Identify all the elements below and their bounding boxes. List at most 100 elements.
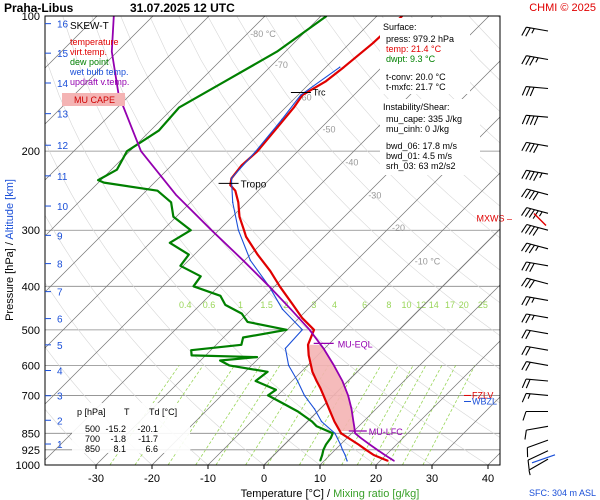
dry-adiabat [45, 408, 97, 465]
series-updraft-v-temp-point [111, 50, 113, 53]
wind-barb-full [521, 170, 527, 179]
series-wet-bulb-temp-point [344, 454, 346, 456]
series-temperature-point [315, 380, 318, 382]
legend-title: SKEW-T [70, 21, 109, 32]
series-wet-bulb-temp-point [232, 201, 234, 203]
level-table-cell: 700 [85, 434, 100, 444]
series-wet-bulb-temp-point [255, 150, 257, 152]
series-dew-point-point [190, 354, 193, 357]
series-updraft-v-temp-point [354, 432, 356, 434]
isotherm-line [45, 16, 266, 237]
series-wet-bulb-temp-point [281, 118, 283, 121]
series-wet-bulb-temp-point [320, 420, 323, 423]
series-wet-bulb-temp-point [346, 460, 348, 462]
series-updraft-v-temp-point [210, 229, 213, 231]
series-dew-point-point [332, 432, 334, 434]
altitude-tick-label: 12 [57, 141, 69, 152]
series-dew-point-point [319, 460, 321, 462]
level-table-bg [72, 403, 190, 453]
series-dew-point-point [200, 275, 202, 277]
wind-barb-full [521, 277, 528, 287]
wind-barb-full [525, 142, 531, 152]
series-dew-point-point [219, 359, 221, 362]
altitude-tick-label: 13 [57, 110, 69, 121]
chart-data-layer [96, 16, 403, 462]
isotherm-line [45, 16, 434, 405]
isotherm-label: -30 [368, 191, 381, 201]
isotherm-label: -80 °C [250, 29, 276, 39]
series-updraft-v-temp-point [333, 364, 335, 367]
series-dew-point-point [256, 356, 258, 358]
temperature-tick-label: -10 [200, 473, 216, 485]
series-dew-point-point [321, 454, 323, 456]
level-tropo-label: Tropo [241, 179, 267, 190]
series-updraft-v-temp-point [175, 194, 177, 196]
series-dew-point-point [282, 402, 285, 405]
dry-adiabat [45, 140, 321, 465]
dry-adiabat [527, 16, 600, 465]
wind-barb-staff [527, 450, 549, 461]
isotherm-label: -50 [323, 124, 336, 134]
altitude-tick-label: 7 [57, 288, 63, 299]
wind-barb-full [521, 261, 527, 271]
mixing-ratio-label: 0.4 [179, 300, 192, 310]
series-wet-bulb-temp-point [249, 259, 251, 261]
pressure-tick-label: 850 [22, 428, 40, 440]
series-updraft-v-temp-point [290, 308, 292, 310]
wind-barb-full [521, 296, 527, 306]
series-updraft-v-temp-point [384, 454, 386, 456]
series-updraft-v-temp-point [242, 259, 244, 261]
series-dew-point-line [96, 16, 334, 462]
series-dew-point-point [311, 420, 313, 423]
series-dew-point-point [325, 443, 327, 446]
mixing-ratio-label: 1.5 [260, 300, 273, 310]
series-dew-point-point [178, 106, 180, 109]
series-wet-bulb-temp-point [339, 66, 341, 68]
temperature-tick-label: 10 [314, 473, 326, 485]
series-dew-point-point [285, 329, 288, 331]
level-table-header: p [hPa] [77, 407, 106, 417]
surface-title: Surface: [383, 22, 417, 32]
x-axis-label-temperature: Temperature [°C] [241, 488, 327, 500]
surface-wind-marker [531, 454, 556, 464]
temperature-tick-label: 30 [426, 473, 438, 485]
pressure-tick-label: 300 [22, 225, 40, 237]
surface-row: press: 979.2 hPa [386, 34, 454, 44]
series-temperature-point [328, 408, 330, 410]
level-table-cell: -15.2 [105, 424, 126, 434]
pressure-tick-label: 400 [22, 281, 40, 293]
wind-barb-full [525, 27, 531, 37]
altitude-tick-label: 14 [57, 79, 69, 90]
series-wet-bulb-temp-point [334, 432, 336, 434]
series-temperature-point [372, 42, 374, 44]
temperature-tick-label: 0 [261, 473, 267, 485]
wind-barb [521, 55, 549, 66]
wind-barb-full [524, 225, 532, 234]
altitude-tick-label: 3 [57, 392, 63, 403]
pressure-tick-label: 200 [22, 146, 40, 158]
altitude-tick-label: 16 [57, 20, 69, 31]
y-axis-label-altitude: Altitude [km] [4, 179, 16, 240]
series-dew-point-point [228, 364, 230, 367]
wind-barb-full [529, 87, 535, 97]
isotherm-line [151, 116, 500, 465]
wind-barb-full [521, 313, 527, 323]
series-temperature-point [292, 304, 294, 306]
isotherm-label: -20 [392, 223, 405, 233]
wind-barb-full [529, 56, 535, 66]
dry-adiabat [323, 16, 500, 207]
series-temperature-point [256, 253, 259, 256]
series-temperature-point [357, 443, 360, 446]
series-dew-point-point [297, 410, 299, 413]
wind-barb [521, 378, 549, 389]
wind-barb-full [533, 144, 539, 154]
wind-barb-full [521, 142, 527, 151]
wind-barb-full [524, 278, 532, 288]
dry-adiabat [178, 16, 500, 370]
wind-barb-half [531, 28, 535, 34]
wind-barb [521, 392, 549, 403]
series-updraft-v-temp-point [369, 443, 371, 446]
mixing-ratio-line [387, 365, 443, 465]
mxws-barb-marker [533, 212, 547, 226]
